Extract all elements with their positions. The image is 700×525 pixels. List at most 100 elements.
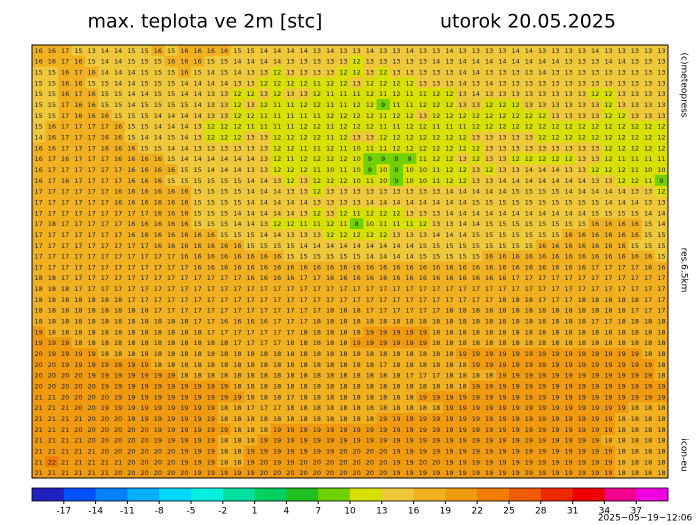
cell [336,99,351,111]
cell-value: 14 [193,79,201,87]
cell [217,413,232,425]
cell [230,250,245,262]
cell [442,283,457,295]
cell-value: 18 [498,296,506,304]
cell [389,272,404,284]
cell [588,196,603,208]
cell [562,109,576,122]
cell-value: 18 [193,372,201,380]
cell-value: 20 [127,458,135,466]
cell-value: 17 [313,274,321,282]
cell-value: 12 [352,231,360,239]
cell-value: 13 [538,79,546,87]
cell [204,55,218,67]
cell [350,315,364,327]
cell [615,218,629,230]
cell [177,337,192,349]
cell [257,315,271,327]
cell-value: 12 [485,166,493,174]
cell-value: 19 [538,426,546,434]
cell [124,434,139,446]
cell [456,99,470,111]
cell-value: 11 [326,123,334,131]
cell [164,218,179,230]
cell-value: 17 [48,188,56,196]
cell [628,142,642,154]
cell-value: 19 [140,393,148,401]
cell [495,88,510,100]
cell [575,369,589,381]
cell [654,88,669,100]
cell [456,391,470,403]
cell-value: 13 [299,231,307,239]
cell-value: 10 [379,166,387,174]
cell-value: 12 [379,231,387,239]
cell [509,88,523,100]
cell-value: 17 [34,263,42,271]
cell [177,120,192,132]
cell [230,272,245,284]
cell-value: 13 [260,134,268,142]
cell [482,261,497,273]
cell [257,109,271,122]
cell-value: 18 [101,339,109,347]
cell [641,391,656,403]
cell [98,304,112,316]
cell-value: 16 [551,263,559,271]
cell-value: 16 [167,188,175,196]
cell-value: 16 [167,166,175,174]
cell-value: 20 [352,447,360,455]
cell-value: 17 [87,155,95,163]
cell-value: 12 [644,134,652,142]
cell-value: 13 [299,188,307,196]
cell-value: 19 [286,437,294,445]
cell-value: 17 [61,242,69,250]
cell [588,229,603,241]
cell [588,153,603,165]
cell [45,120,59,132]
cell [111,45,126,57]
cell-value: 16 [114,198,122,206]
cell [456,358,470,371]
cell-value: 18 [617,328,625,336]
cell [350,229,364,241]
cell-value: 21 [34,458,42,466]
cell [588,131,603,143]
cell [522,293,536,306]
cell [151,99,165,111]
cell [32,380,46,392]
cell-value: 19 [286,426,294,434]
cell-value: 19 [485,426,493,434]
cell-value: 13 [432,220,440,228]
cell [495,45,510,57]
cell-value: 12 [604,123,612,131]
cell [350,131,364,143]
cell-value: 18 [392,404,400,412]
cell [204,164,218,176]
cell-value: 19 [207,426,215,434]
cell [204,174,218,187]
cell [164,326,179,338]
cell [601,402,616,414]
cell [522,218,536,230]
colorbar-label: -14 [88,507,103,517]
cell [257,445,271,457]
cell [495,413,510,425]
cell [376,153,391,165]
cell [71,207,86,219]
cell [350,196,364,208]
cell-value: 17 [299,274,307,282]
cell [283,77,298,89]
cell-value: 19 [114,372,122,380]
cell-value: 15 [326,253,334,261]
cell-value: 19 [498,415,506,423]
cell [164,207,179,219]
cell [270,369,285,381]
cell-value: 19 [273,447,281,455]
cell [509,304,523,316]
cell [151,434,165,446]
cell [217,261,232,273]
cell-value: 19 [87,350,95,358]
cell [177,261,192,273]
cell-value: 19 [538,437,546,445]
